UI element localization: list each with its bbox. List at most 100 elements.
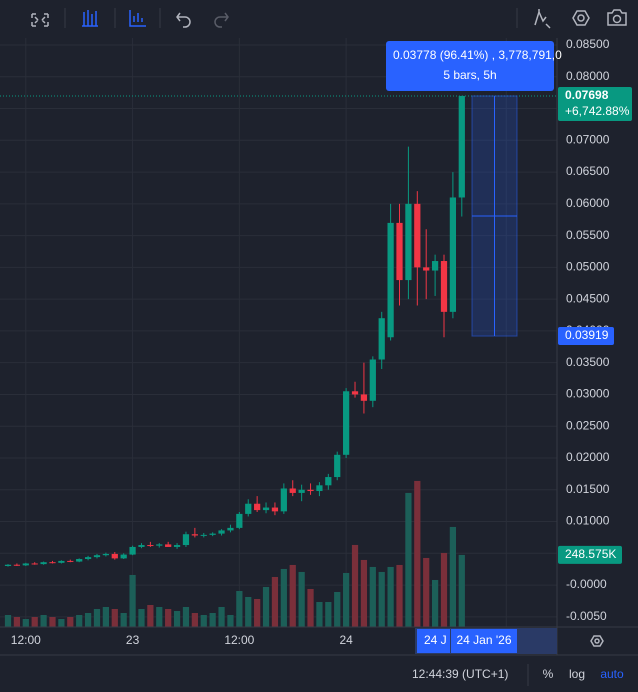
volume-bar [245,596,252,627]
candle-body [93,555,101,558]
volume-bar [120,612,127,627]
volume-bar [13,616,21,627]
candle-body [84,557,92,560]
candle-body [22,563,29,566]
candle-body [271,507,279,512]
candle-body [165,544,172,547]
candle-body [120,554,127,559]
y-tick-label: 0.01500 [566,482,610,496]
y-tick-label: 0.02000 [566,450,610,464]
candle-body [449,197,457,312]
volume-bar [182,606,190,627]
status-bar: 12:44:39 (UTC+1) % log auto [412,664,624,686]
volume-bar [111,608,118,627]
candle-body [343,391,350,455]
log-button[interactable]: log [569,667,585,681]
volume-bar [458,554,465,627]
candle-body [182,534,190,546]
candle-body [156,544,163,546]
measure-start-tag [417,629,450,653]
volume-bar [58,618,65,627]
volume-bar [262,586,270,627]
volume-bar [254,598,261,627]
measure-low-label: 0.03919 [565,328,609,342]
candle-body [111,553,118,559]
candle-body [298,489,305,493]
toolbar-bg [0,0,638,37]
volume-bar [209,612,216,627]
volume-bar [369,566,376,627]
snapshot-button[interactable] [607,9,627,26]
candle-body [334,454,341,478]
volume-bar [325,601,332,627]
candle-body [396,222,403,281]
x-tick-label: 23 [126,633,140,647]
time-axis-settings[interactable] [590,635,604,647]
auto-button[interactable]: auto [600,667,624,681]
percent-button[interactable]: % [543,667,554,681]
volume-bar [40,614,47,627]
candle-body [67,560,74,562]
y-tick-label: 0.06500 [566,164,610,178]
fullscreen-button[interactable] [31,13,49,27]
y-tick-label: 0.08500 [566,37,610,51]
y-tick-label: 0.07000 [566,132,610,146]
settings-button[interactable] [572,10,590,26]
candle-body [307,489,314,492]
measure-text: 0.03778 (96.41%) , 3,778,791,0 [393,48,562,62]
volume-bar [414,480,421,627]
volume-bar [218,606,225,627]
y-tick-label: 0.06000 [566,196,610,210]
volume-bar [191,612,198,627]
y-tick-label: 0.02500 [566,418,610,432]
volume-bar [200,614,207,627]
candle-body [102,553,109,556]
candles-button[interactable] [82,10,98,27]
measure-start-label: 24 J [424,633,447,647]
candle-body [147,545,154,547]
volume-bar [307,588,314,627]
indicators-button[interactable] [129,10,146,27]
plot-area [0,38,557,627]
volume-bar [431,579,439,627]
candle-body [173,545,181,547]
y-tick-label: 0.03500 [566,355,610,369]
candle-body [289,488,296,493]
volume-bar [84,612,92,627]
candle-body [209,533,216,535]
candle-body [369,359,376,401]
x-tick-label: 24 [339,633,353,647]
candle-body [76,559,83,562]
candle-body [191,534,198,536]
candle-body [280,488,287,512]
measure-tooltip [386,41,554,91]
y-tick-label: 0.05000 [566,260,610,274]
volume-bar [76,614,83,627]
volume-bar [236,590,243,627]
volume-bar [129,574,136,627]
volume-bar [67,616,74,627]
last-price-tag [558,86,632,121]
undo-button[interactable] [176,12,191,28]
volume-bar [387,566,394,627]
measure-bars: 5 bars, 5h [443,68,496,82]
candle-body [405,203,412,281]
y-tick-label: 0.01000 [566,514,610,528]
volume-bar [440,552,448,627]
measure-low-tag [558,327,614,346]
candle-body [58,560,65,563]
x-tick-label: 12:00 [224,633,254,647]
y-tick-label: 0.05500 [566,228,610,242]
y-tick-label: 0.08000 [566,69,610,83]
candle-body [431,261,439,271]
candle-body [351,391,359,395]
redo-button[interactable] [214,12,229,28]
candle-body [316,485,323,492]
volume-label: 248.575K [565,547,616,561]
alert-button[interactable] [534,9,551,29]
candle-body [138,545,145,547]
y-tick-label: -0.0050 [566,609,607,623]
volume-bar [298,571,305,627]
